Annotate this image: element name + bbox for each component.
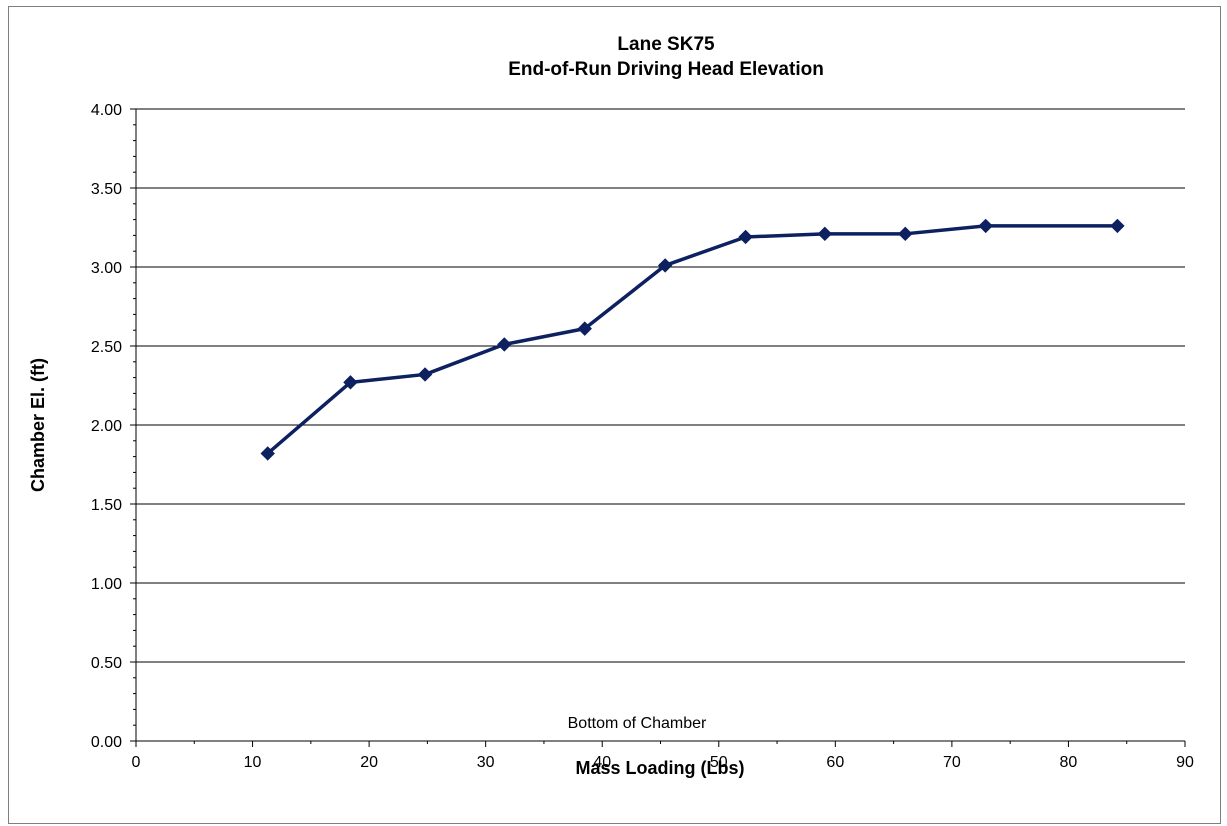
data-point-marker: [577, 321, 592, 336]
x-tick-label: 60: [826, 754, 844, 771]
data-point-marker: [417, 367, 433, 382]
data-point-marker: [260, 446, 275, 461]
y-tick-label: 1.50: [91, 497, 122, 514]
gridlines: [136, 108, 1185, 663]
chart-title: Lane SK75: [617, 34, 715, 55]
y-tick-labels: 0.00 0.50 1.00 1.50 2.00 2.50 3.00 3.50 4.00: [91, 102, 122, 751]
data-point-marker: [497, 337, 512, 352]
y-axis-title: Chamber El. (ft): [28, 358, 48, 492]
x-tick-labels: 0 10 20 30 40 50 60 70 80 90: [132, 754, 1194, 771]
data-point-marker: [343, 375, 358, 390]
data-point-marker: [657, 258, 673, 273]
chart-frame: [8, 6, 1221, 824]
data-series: [260, 218, 1125, 461]
data-point-marker: [738, 229, 753, 245]
chart-subtitle: End-of-Run Driving Head Elevation: [508, 59, 824, 80]
y-tick-label: 0.00: [91, 734, 122, 751]
y-tick-label: 2.50: [91, 339, 122, 356]
data-point-marker: [978, 218, 993, 234]
x-tick-label: 70: [943, 754, 961, 771]
x-tick-label: 80: [1060, 754, 1078, 771]
x-tick-label: 30: [477, 754, 495, 771]
x-tick-label: 50: [710, 754, 728, 771]
data-point-marker: [1110, 218, 1125, 234]
x-tick-label: 40: [593, 754, 611, 771]
y-tick-label: 0.50: [91, 655, 122, 672]
y-tick-label: 4.00: [91, 102, 122, 119]
series-line: [266, 224, 1118, 455]
y-tick-label: 2.00: [91, 418, 122, 435]
data-point-marker: [898, 226, 913, 242]
x-tick-label: 10: [244, 754, 262, 771]
data-point-marker: [817, 226, 833, 242]
x-tick-label: 20: [360, 754, 378, 771]
x-tick-label: 0: [132, 754, 141, 771]
x-axis-title: Mass Loading (Lbs): [575, 758, 744, 778]
y-tick-label: 3.00: [91, 260, 122, 277]
y-tick-label: 3.50: [91, 181, 122, 198]
bottom-of-chamber-annotation: Bottom of Chamber: [568, 715, 707, 732]
axes: [130, 108, 1186, 747]
x-tick-label: 90: [1176, 754, 1194, 771]
y-tick-label: 1.00: [91, 576, 122, 593]
